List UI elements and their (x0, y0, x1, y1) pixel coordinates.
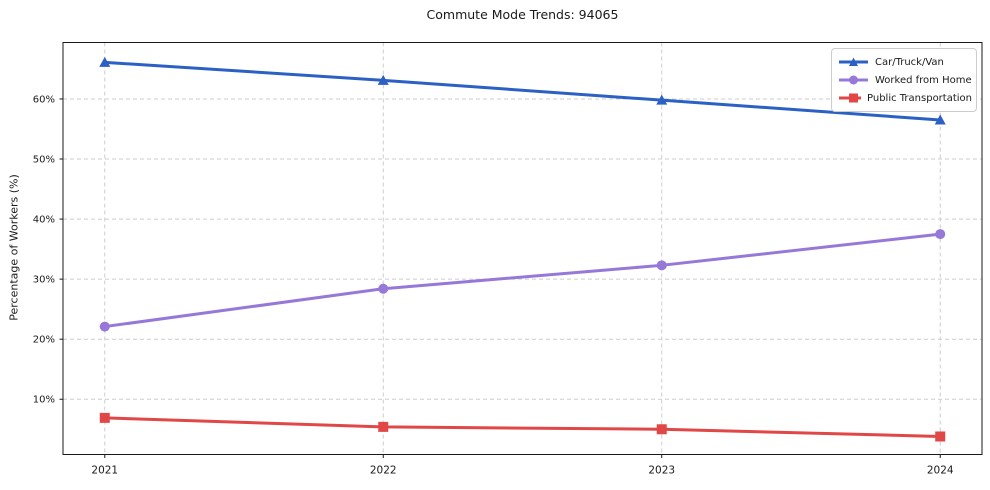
x-tick-label: 2023 (648, 465, 675, 477)
y-tick-label: 30% (33, 275, 55, 286)
legend: Car/Truck/Van Worked from Home Public Tran… (831, 48, 977, 112)
legend-item-car-truck-van: Car/Truck/Van (838, 53, 972, 71)
legend-item-label: Public Transportation (867, 92, 972, 104)
data-point-marker-circle (378, 283, 389, 294)
data-point-marker-square (99, 412, 110, 423)
y-tick-label: 40% (33, 215, 55, 226)
y-tick-label: 10% (33, 395, 55, 406)
legend-swatch-marker (849, 57, 858, 66)
chart-title: Commute Mode Trends: 94065 (426, 7, 619, 22)
data-point-marker-triangle (377, 74, 389, 85)
data-point-marker-triangle (934, 114, 946, 125)
y-tick-label: 60% (33, 94, 55, 105)
data-point-marker-circle (99, 321, 110, 332)
legend-swatch-triangle-icon (839, 57, 868, 66)
legend-item-worked-from-home: Worked from Home (838, 71, 972, 89)
y-tick-label: 20% (33, 335, 55, 346)
legend-item-label: Worked from Home (875, 74, 972, 86)
data-point-marker-square (935, 431, 946, 442)
data-point-marker-triangle (656, 94, 668, 105)
legend-swatch-marker (849, 93, 858, 103)
series-line-worked-from-home (103, 232, 942, 329)
legend-swatch-square-icon (839, 93, 862, 103)
plot-spines (62, 42, 983, 455)
legend-item-label: Car/Truck/Van (875, 56, 944, 68)
x-tick-label: 2022 (370, 465, 397, 477)
data-point-marker-circle (935, 229, 946, 240)
series-line-car-truck-van (103, 60, 942, 122)
x-tick-label: 2024 (927, 465, 954, 477)
data-point-marker-triangle (99, 56, 111, 67)
data-point-marker-circle (656, 260, 667, 271)
data-point-marker-square (656, 424, 667, 435)
y-tick-label: 50% (33, 155, 55, 166)
legend-swatch-circle-icon (839, 75, 868, 85)
legend-item-public-transportation: Public Transportation (838, 89, 972, 107)
x-tick-label: 2021 (91, 465, 118, 477)
legend-swatch-marker (849, 75, 858, 85)
data-point-marker-square (378, 421, 389, 432)
series-line-public-transportation (103, 416, 942, 438)
